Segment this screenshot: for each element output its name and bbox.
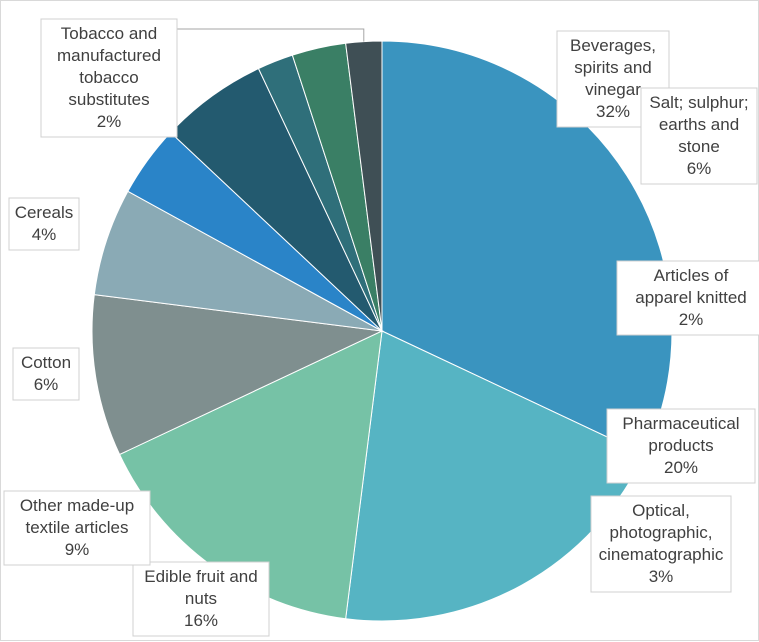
- data-label-text: Salt; sulphur;: [649, 93, 748, 112]
- data-label-text: Pharmaceutical: [622, 414, 739, 433]
- data-label-box-1: [606, 408, 756, 484]
- data-label-box-4: [12, 347, 80, 401]
- data-label-8: Optical, photographic, cinematographic 3%: [590, 495, 732, 593]
- data-label-box-5: [8, 197, 80, 251]
- data-label-5: Cereals 4%: [8, 197, 80, 251]
- data-label-value: 4%: [32, 225, 57, 244]
- data-label-text: substitutes: [68, 90, 149, 109]
- pie-slice-0: [381, 40, 673, 456]
- data-label-text: apparel knitted: [635, 288, 747, 307]
- data-label-text: products: [648, 436, 713, 455]
- data-label-box-9: [40, 18, 178, 138]
- data-label-value: 20%: [664, 458, 698, 477]
- data-label-text: tobacco: [79, 68, 139, 87]
- data-label-box-3: [3, 490, 151, 566]
- data-label-value: 16%: [184, 611, 218, 630]
- data-label-value: 32%: [596, 102, 630, 121]
- data-label-1: Pharmaceutical products 20%: [606, 408, 756, 484]
- data-label-6: Salt; sulphur; earths and stone 6%: [640, 87, 758, 185]
- data-label-value: 2%: [97, 112, 122, 131]
- data-label-2: Edible fruit and nuts 16%: [132, 561, 270, 637]
- data-label-box-8: [590, 495, 732, 593]
- leader-line-tobacco: [177, 28, 365, 42]
- data-label-box-6: [640, 87, 758, 185]
- data-label-box-7: [616, 260, 759, 336]
- data-label-text: textile articles: [26, 518, 129, 537]
- data-label-text: Beverages,: [570, 36, 656, 55]
- data-label-text: cinematographic: [599, 545, 724, 564]
- data-label-text: stone: [678, 137, 720, 156]
- data-label-text: spirits and: [574, 58, 651, 77]
- data-label-text: Other made-up: [20, 496, 134, 515]
- data-label-7: Articles of apparel knitted 2%: [616, 260, 759, 336]
- data-label-text: nuts: [185, 589, 217, 608]
- data-label-text: manufactured: [57, 46, 161, 65]
- data-label-text: earths and: [659, 115, 739, 134]
- data-label-text: vinegar: [585, 80, 641, 99]
- data-label-9: Tobacco and manufactured tobacco substitute…: [40, 18, 178, 138]
- data-label-text: Edible fruit and: [144, 567, 257, 586]
- data-label-text: Articles of: [654, 266, 729, 285]
- data-label-text: Cereals: [15, 203, 74, 222]
- data-label-text: Optical,: [632, 501, 690, 520]
- data-label-text: photographic,: [609, 523, 712, 542]
- pie-slice-1: [345, 330, 646, 622]
- data-label-3: Other made-up textile articles 9%: [3, 490, 151, 566]
- data-label-box-2: [132, 561, 270, 637]
- data-label-value: 2%: [679, 310, 704, 329]
- data-label-value: 6%: [34, 375, 59, 394]
- data-label-value: 9%: [65, 540, 90, 559]
- pie-slice-3: [91, 294, 384, 456]
- data-label-text: Cotton: [21, 353, 71, 372]
- data-label-value: 6%: [687, 159, 712, 178]
- data-label-4: Cotton 6%: [12, 347, 80, 401]
- data-label-value: 3%: [649, 567, 674, 586]
- data-label-text: Tobacco and: [61, 24, 157, 43]
